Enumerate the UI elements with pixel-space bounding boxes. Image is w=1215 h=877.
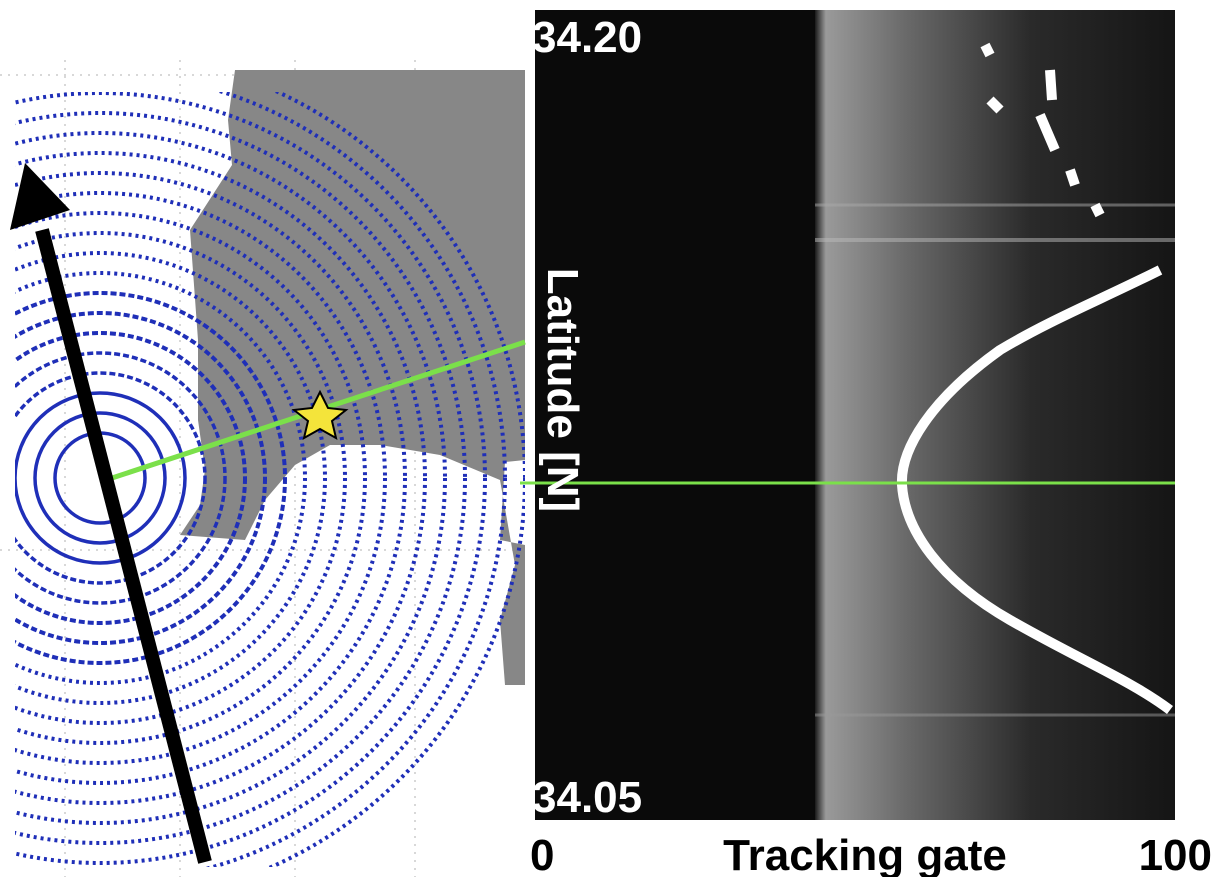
y-axis-label: Latitude [N] (538, 268, 587, 512)
x-tick-label: 100 (1139, 831, 1212, 877)
radar-arc (15, 111, 467, 845)
radar-arc (15, 371, 207, 585)
x-axis-label: Tracking gate (723, 831, 1007, 877)
hyperbola (896, 265, 1173, 715)
x-tick-label: 0 (530, 831, 554, 877)
radar-arc (15, 131, 447, 825)
radar-arc (15, 291, 287, 665)
surface-echo (815, 10, 1175, 820)
radar-arc (15, 171, 407, 785)
radar-arcs (15, 92, 525, 867)
target-star (291, 389, 349, 440)
radar-arc (205, 92, 507, 867)
radar-arc (15, 391, 187, 565)
radar-arc (15, 151, 427, 805)
radar-arc (15, 231, 347, 725)
radar-arc (15, 271, 307, 685)
radar-arc (15, 191, 387, 765)
radar-arc (15, 92, 487, 865)
radar-arc (15, 351, 227, 605)
radar-arc (33, 411, 167, 545)
track-arrow (35, 228, 212, 864)
y-tick-label: 34.20 (532, 13, 642, 62)
radar-arc (15, 331, 247, 625)
y-tick-label: 34.05 (532, 773, 642, 822)
arrow-head (10, 163, 70, 230)
radar-arc (15, 211, 367, 745)
radargram-panel: 34.20 34.05 Latitude [N] 0 Tracking gate… (520, 10, 1212, 877)
radar-arc (15, 251, 327, 705)
map-panel (0, 60, 526, 877)
radar-arc (15, 311, 267, 645)
clutter (980, 42, 1105, 218)
